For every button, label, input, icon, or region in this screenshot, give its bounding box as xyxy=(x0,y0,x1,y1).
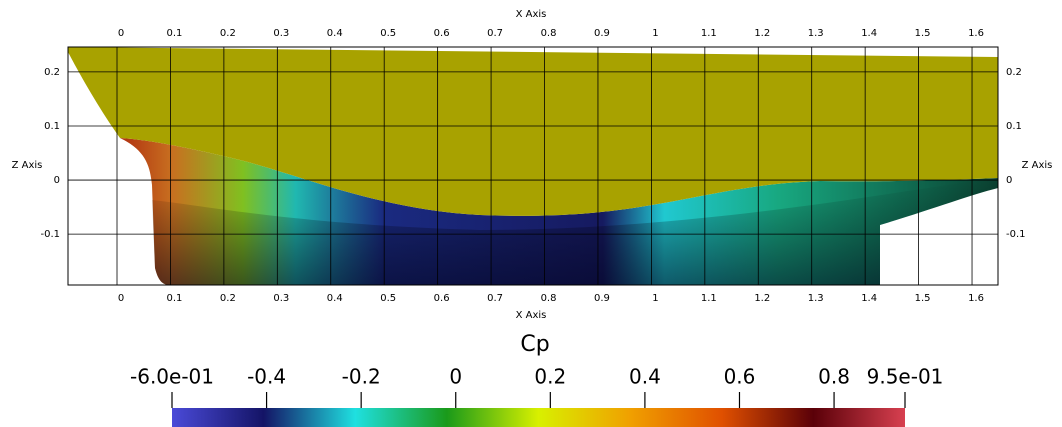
x-tick-label: 0.1 xyxy=(166,293,182,304)
x-tick-label: 1.5 xyxy=(915,293,931,304)
z-tick-label: 0.2 xyxy=(1006,67,1022,78)
x-tick-label: 1.5 xyxy=(915,28,931,39)
z-axis-title: Z Axis xyxy=(1022,160,1053,171)
x-tick-label: 1.2 xyxy=(754,293,770,304)
x-tick-label: 0.6 xyxy=(434,293,450,304)
colorbar-tick-label: 9.5e-01 xyxy=(867,365,944,389)
x-tick-label: 1.4 xyxy=(861,293,877,304)
z-tick-label: 0 xyxy=(1006,175,1012,186)
colorbar xyxy=(172,408,905,427)
hull-upper xyxy=(68,47,998,216)
hull xyxy=(68,47,998,285)
x-axis-title: X Axis xyxy=(516,9,547,20)
x-tick-label: 0.5 xyxy=(380,28,396,39)
x-tick-label: 1.4 xyxy=(861,28,877,39)
x-tick-label: 0.2 xyxy=(220,293,236,304)
x-tick-label: 0.3 xyxy=(273,28,289,39)
x-tick-label: 0.9 xyxy=(594,293,610,304)
colorbar-tick-label: 0 xyxy=(449,365,462,389)
x-tick-label: 0.4 xyxy=(327,28,343,39)
x-tick-label: 1.6 xyxy=(968,293,984,304)
z-tick-label: 0 xyxy=(54,175,60,186)
z-tick-label: 0.1 xyxy=(1006,121,1022,132)
x-tick-label: 0.6 xyxy=(434,28,450,39)
x-tick-label: 0.7 xyxy=(487,28,503,39)
z-tick-label: -0.1 xyxy=(40,229,60,240)
x-tick-label: 0 xyxy=(118,28,124,39)
z-tick-label: 0.1 xyxy=(44,121,60,132)
x-tick-label: 0.4 xyxy=(327,293,343,304)
colorbar-tick-label: -0.4 xyxy=(247,365,286,389)
colorbar-tick-label: 0.8 xyxy=(818,365,850,389)
x-tick-label: 0.7 xyxy=(487,293,503,304)
x-tick-label: 0.1 xyxy=(166,28,182,39)
colorbar-tick-label: -0.2 xyxy=(342,365,381,389)
x-tick-label: 0.8 xyxy=(541,293,557,304)
x-tick-label: 1.1 xyxy=(701,293,717,304)
x-tick-label: 1.6 xyxy=(968,28,984,39)
x-tick-label: 0.2 xyxy=(220,28,236,39)
x-tick-label: 0 xyxy=(118,293,124,304)
colorbar-tick-label: 0.4 xyxy=(629,365,661,389)
x-tick-label: 0.8 xyxy=(541,28,557,39)
colorbar-tick-label: 0.2 xyxy=(534,365,566,389)
x-tick-label: 1 xyxy=(652,293,658,304)
x-axis-title: X Axis xyxy=(516,310,547,321)
x-tick-label: 0.5 xyxy=(380,293,396,304)
x-tick-label: 1.3 xyxy=(808,293,824,304)
axes-box xyxy=(67,46,999,286)
x-tick-label: 1.2 xyxy=(754,28,770,39)
x-tick-label: 1 xyxy=(652,28,658,39)
x-tick-label: 1.1 xyxy=(701,28,717,39)
x-tick-label: 1.3 xyxy=(808,28,824,39)
colorbar-title: Cp xyxy=(520,332,549,357)
colorbar-tick-label: 0.6 xyxy=(724,365,756,389)
colorbar-tick-label: -6.0e-01 xyxy=(130,365,214,389)
hull-shade xyxy=(152,178,998,285)
z-axis-title: Z Axis xyxy=(12,160,43,171)
z-tick-label: -0.1 xyxy=(1006,229,1026,240)
x-tick-label: 0.9 xyxy=(594,28,610,39)
z-tick-label: 0.2 xyxy=(44,67,60,78)
x-tick-label: 0.3 xyxy=(273,293,289,304)
